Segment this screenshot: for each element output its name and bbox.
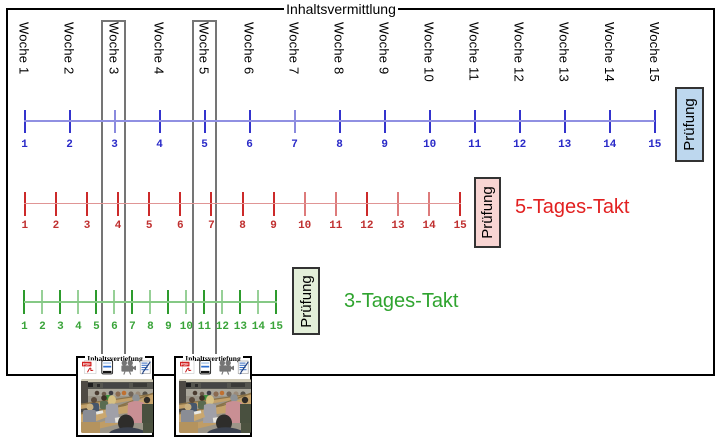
svg-text:PDF: PDF bbox=[83, 363, 91, 367]
svg-text:PDF: PDF bbox=[181, 363, 189, 367]
